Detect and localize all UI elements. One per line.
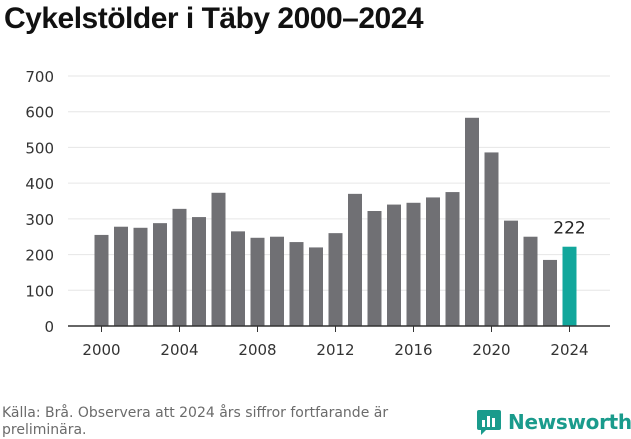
x-tick-label: 2008 (238, 341, 276, 359)
bar-2000 (94, 234, 109, 326)
y-tick-label: 0 (44, 318, 54, 336)
bar-2022 (523, 236, 538, 326)
source-note: Källa: Brå. Observera att 2024 års siffr… (2, 405, 389, 438)
bar-2010 (289, 242, 304, 326)
bar-2009 (270, 236, 284, 326)
x-tick-label: 2020 (472, 341, 510, 359)
highlight-value-label: 222 (553, 219, 585, 239)
bar-2005 (192, 217, 206, 326)
y-axis-ticks: 0 100 200 300 400 500 600 700 (25, 68, 54, 336)
y-tick-label: 700 (25, 68, 54, 86)
bar-2023 (543, 259, 557, 326)
y-tick-label: 300 (25, 211, 54, 229)
bar-2011 (309, 247, 323, 326)
x-tick-label: 2004 (160, 341, 198, 359)
bar-2002 (133, 227, 148, 326)
bar-2008 (250, 237, 265, 326)
bar-2024 (562, 246, 577, 326)
y-tick-label: 400 (25, 175, 54, 193)
bar-2017 (426, 197, 440, 326)
newsworthy-logo-icon (477, 410, 501, 435)
y-tick-label: 600 (25, 104, 54, 122)
y-tick-label: 200 (25, 247, 54, 265)
bar-2016 (406, 202, 421, 326)
bar-2015 (387, 204, 401, 326)
y-tick-label: 500 (25, 139, 54, 157)
x-tick-label: 2016 (394, 341, 432, 359)
bar-2006 (211, 192, 226, 326)
bar-2003 (153, 223, 167, 326)
bar-2013 (348, 193, 362, 326)
bar-2007 (231, 231, 245, 326)
bar-2020 (484, 152, 499, 326)
x-tick-label: 2012 (316, 341, 354, 359)
x-tick-label: 2000 (82, 341, 120, 359)
y-tick-label: 100 (25, 282, 54, 300)
x-tick-label: 2024 (550, 341, 588, 359)
x-axis: 2000 2004 2008 2012 2016 2020 2024 (68, 325, 610, 359)
logo-text: Newsworthy (508, 410, 631, 434)
bars (94, 117, 577, 327)
bar-2021 (504, 220, 518, 326)
data-labels: 222 (553, 219, 585, 239)
newsworthy-logo: Newsworthy (476, 407, 631, 437)
bar-2019 (465, 117, 479, 327)
bar-2018 (445, 192, 460, 326)
bar-2004 (172, 208, 187, 326)
bar-2012 (328, 233, 343, 326)
chart-title: Cykelstölder i Täby 2000–2024 (4, 2, 424, 35)
bar-2014 (367, 211, 382, 326)
bar-2001 (114, 226, 128, 326)
